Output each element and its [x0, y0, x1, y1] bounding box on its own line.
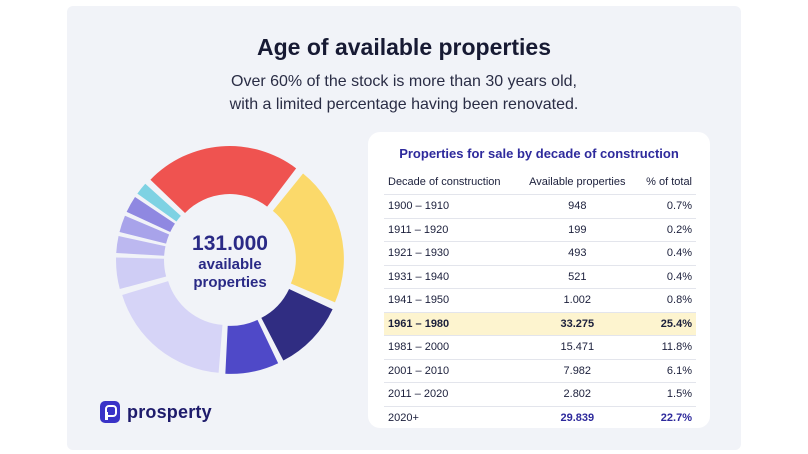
header-decade: Decade of construction — [388, 176, 501, 188]
cell-percent: 0.4% — [635, 241, 696, 265]
table-row-highlighted: 1961 – 1980 33.275 25.4% — [384, 311, 696, 336]
cell-percent: 0.2% — [635, 217, 696, 242]
cell-decade: 2011 – 2020 — [384, 382, 519, 406]
brand-logo: prosperty — [100, 400, 212, 424]
donut-slice-2011-2020 — [122, 281, 223, 373]
table-row: 1900 – 1910 948 0.7% — [384, 194, 696, 218]
cell-percent: 0.4% — [635, 264, 696, 289]
header-percent: % of total — [646, 176, 692, 188]
donut-slice-1931-1940 — [116, 236, 166, 256]
donut-slice-2001-2010 — [225, 319, 279, 374]
cell-count: 2.802 — [518, 382, 636, 406]
cell-decade: 2020+ — [384, 405, 519, 429]
donut-slice-2020+ — [272, 173, 344, 303]
cell-count: 33.275 — [518, 311, 636, 336]
table-row: 1941 – 1950 1.002 0.8% — [384, 288, 696, 312]
cell-decade: 1941 – 1950 — [384, 288, 519, 312]
table-row: 1911 – 1920 199 0.2% — [384, 217, 696, 242]
table-card: Properties for sale by decade of constru… — [368, 132, 710, 429]
cell-decade: 1961 – 1980 — [384, 311, 519, 336]
cell-decade: 1931 – 1940 — [384, 264, 519, 289]
table-row: 1931 – 1940 521 0.4% — [384, 264, 696, 289]
table-row: 2020+ 29.839 22.7% — [384, 405, 696, 429]
donut-slice-1981-2000 — [261, 288, 333, 361]
donut-total-value: 131.000 — [192, 232, 268, 255]
donut-center-label: 131.000 available properties — [160, 232, 300, 292]
subtitle-line-1: Over 60% of the stock is more than 30 ye… — [231, 73, 577, 90]
table-row: 2011 – 2020 2.802 1.5% — [384, 382, 696, 406]
cell-percent: 22.7% — [635, 405, 696, 429]
donut-slice-1911-1920 — [126, 196, 175, 233]
cell-percent: 0.8% — [635, 288, 696, 312]
cell-percent: 11.8% — [635, 335, 696, 359]
cell-percent: 1.5% — [635, 382, 696, 406]
cell-percent: 6.1% — [635, 358, 696, 383]
cell-count: 199 — [518, 217, 636, 242]
cell-decade: 1900 – 1910 — [384, 194, 519, 218]
prosperty-logo-icon — [100, 401, 120, 423]
cell-decade: 1921 – 1930 — [384, 241, 519, 265]
cell-count: 15.471 — [518, 335, 636, 359]
cell-count: 521 — [518, 264, 636, 289]
cell-count: 948 — [518, 194, 636, 218]
brand-name: prosperty — [127, 401, 212, 422]
subtitle-line-2: with a limited percentage having been re… — [229, 96, 579, 113]
donut-slice-1900-1910 — [137, 183, 181, 222]
table-row: 2001 – 2010 7.982 6.1% — [384, 358, 696, 383]
cell-decade: 1981 – 2000 — [384, 335, 519, 359]
page-title: Age of available properties — [257, 34, 551, 60]
table-title: Properties for sale by decade of constru… — [399, 146, 679, 161]
table-header-row: Decade of construction Available propert… — [384, 170, 696, 195]
donut-slice-1941-1950 — [116, 257, 167, 290]
header-available: Available properties — [529, 176, 626, 188]
donut-total-caption-2: properties — [193, 274, 267, 291]
donut-total-caption-1: available — [198, 256, 262, 273]
table-row: 1921 – 1930 493 0.4% — [384, 241, 696, 265]
cell-count: 1.002 — [518, 288, 636, 312]
donut-slice-1921-1930 — [119, 215, 170, 244]
donut-slice-1961-1980 — [150, 146, 297, 214]
page-subtitle: Over 60% of the stock is more than 30 ye… — [67, 70, 741, 116]
table-row: 1981 – 2000 15.471 11.8% — [384, 335, 696, 359]
cell-percent: 25.4% — [635, 311, 696, 336]
cell-count: 29.839 — [518, 405, 636, 429]
cell-count: 493 — [518, 241, 636, 265]
cell-percent: 0.7% — [635, 194, 696, 218]
cell-decade: 1911 – 1920 — [384, 217, 519, 242]
cell-decade: 2001 – 2010 — [384, 358, 519, 383]
decade-table: Decade of construction Available propert… — [384, 170, 696, 429]
cell-count: 7.982 — [518, 358, 636, 383]
donut-chart — [116, 146, 344, 374]
